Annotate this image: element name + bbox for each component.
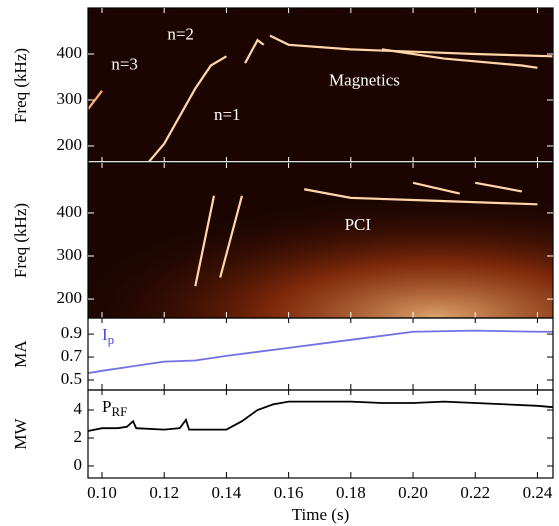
y-tick-label: 200 [57, 135, 83, 154]
mode-trace [219, 195, 244, 278]
y-tick-label: 0 [74, 455, 83, 474]
mode-trace [147, 55, 227, 163]
y-tick-label: 0.5 [61, 369, 82, 388]
x-tick-label: 0.22 [460, 483, 490, 502]
line-series [87, 400, 554, 432]
y-tick-label: 200 [57, 288, 83, 307]
annotation: n=3 [111, 54, 138, 73]
series-label-sub: RF [111, 404, 127, 419]
y-tick-label: 300 [57, 89, 83, 108]
panel-frame [87, 317, 554, 391]
y-tick-label: 400 [57, 43, 83, 62]
spectrogram-glow [88, 163, 553, 318]
y-tick-label: 2 [74, 427, 83, 446]
annotation: PCI [345, 215, 372, 234]
annotation: n=1 [214, 105, 241, 124]
x-tick-label: 0.10 [87, 483, 117, 502]
mode-trace [87, 90, 103, 110]
y-tick-label: 0.9 [61, 323, 82, 342]
mode-trace [194, 195, 216, 287]
x-tick-label: 0.14 [212, 483, 242, 502]
series-label-sub: p [108, 332, 115, 347]
y-axis-label: Freq (kHz) [11, 203, 30, 278]
series-label: Ip [102, 325, 114, 347]
x-tick-label: 0.12 [149, 483, 179, 502]
mode-trace [412, 181, 460, 195]
y-axis-label: MA [11, 340, 30, 368]
y-tick-label: 400 [57, 202, 83, 221]
y-tick-label: 300 [57, 245, 83, 264]
series-label: PRF [102, 397, 127, 419]
spectrogram-background [88, 8, 553, 163]
x-tick-label: 0.24 [523, 483, 553, 502]
mode-trace [244, 38, 265, 64]
x-tick-label: 0.20 [398, 483, 428, 502]
mode-trace [303, 188, 538, 206]
mode-trace [381, 48, 538, 69]
annotation: n=2 [167, 25, 194, 44]
mode-trace [475, 181, 523, 193]
mode-trace [269, 34, 554, 58]
y-tick-label: 0.7 [61, 346, 83, 365]
series-label-main: P [102, 397, 111, 416]
line-series [87, 329, 553, 375]
y-axis-label: MW [11, 417, 30, 449]
x-axis-label: Time (s) [292, 505, 349, 524]
annotation: Magnetics [329, 70, 400, 89]
x-tick-label: 0.18 [336, 483, 366, 502]
y-tick-label: 4 [74, 399, 83, 418]
panel-frame [87, 389, 554, 479]
x-tick-label: 0.16 [274, 483, 304, 502]
series-label-main: I [102, 325, 108, 344]
y-axis-label: Freq (kHz) [11, 48, 30, 123]
